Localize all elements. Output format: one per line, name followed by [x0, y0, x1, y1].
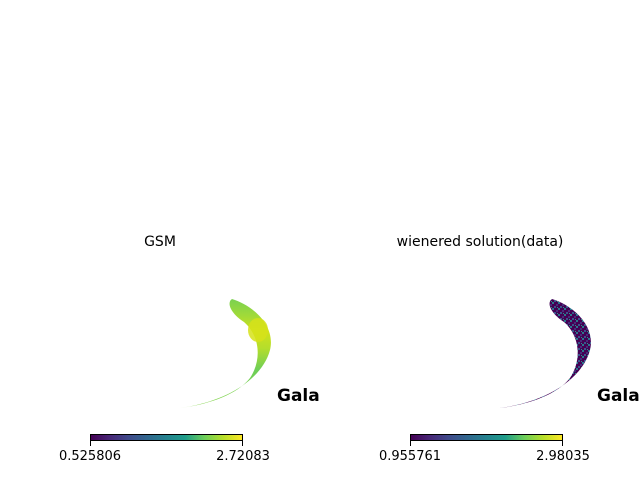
wienered-colorbar-tick-min [410, 441, 411, 446]
wienered-sky-region [500, 299, 591, 408]
gsm-bright-spot [248, 318, 268, 342]
gsm-colorbar [90, 434, 243, 441]
wienered-colorbar-tick-max [562, 441, 563, 446]
gsm-colorbar-min-label: 0.525806 [58, 449, 122, 464]
gsm-colorbar-tick-min [90, 441, 91, 446]
wienered-title: wienered solution(data) [396, 234, 564, 250]
wienered-projection-label: Galactic [597, 386, 640, 406]
wienered-sky-map [500, 299, 591, 408]
gsm-projection-label: Galactic [277, 386, 320, 406]
gsm-title: GSM [144, 234, 176, 250]
gsm-panel: GSM Galactic 0.525806 2.72083 [58, 234, 320, 464]
wienered-panel: wienered solution(data) Galactic 0.95576… [320, 0, 640, 480]
wienered-colorbar [410, 434, 563, 441]
wienered-colorbar-min-label: 0.955761 [378, 449, 442, 464]
gsm-colorbar-tick-max [242, 441, 243, 446]
wienered-colorbar-max-label: 2.98035 [536, 449, 590, 464]
gsm-sky-map [180, 299, 271, 408]
gsm-colorbar-max-label: 2.72083 [216, 449, 270, 464]
gsm-sky-region [180, 299, 271, 408]
